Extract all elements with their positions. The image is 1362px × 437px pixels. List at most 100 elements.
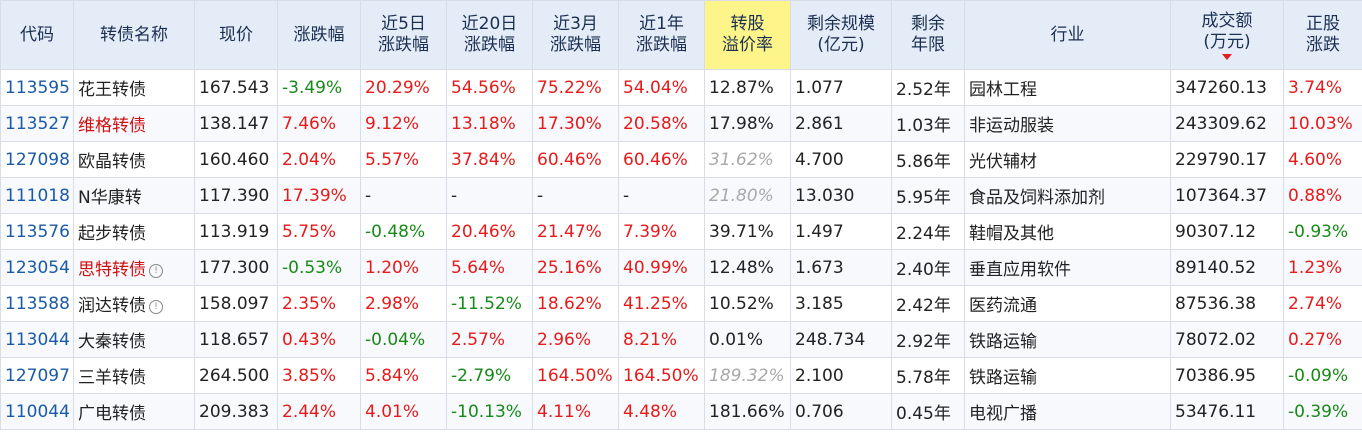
change-cell: -0.53%	[277, 249, 361, 286]
premium-text: 10.52%	[709, 293, 774, 314]
bond-name-cell[interactable]: 欧晶转债	[73, 141, 195, 178]
code-text[interactable]: 113588	[5, 293, 70, 314]
stock-change-text: 3.74%	[1288, 77, 1343, 98]
industry-text: 铁路运输	[969, 332, 1037, 352]
table-row[interactable]: 113527 维格转债 138.147 7.46% 9.12% 13.18% 17.30% 2…	[0, 105, 1362, 142]
change-3m-cell: 25.16%	[532, 249, 619, 286]
bond-name-text[interactable]: 起步转债	[78, 224, 146, 244]
code-cell[interactable]: 113595	[0, 69, 74, 106]
code-cell[interactable]: 110044	[0, 393, 74, 430]
bond-name-cell[interactable]: 思特转债!	[73, 249, 195, 286]
scale-text: 1.077	[795, 77, 844, 98]
code-text[interactable]: 113527	[5, 113, 70, 134]
bond-name-text[interactable]: N华康转	[78, 188, 142, 208]
industry-text: 非运动服装	[969, 116, 1054, 136]
years-cell: 0.45年	[891, 393, 965, 430]
table-row[interactable]: 123054 思特转债! 177.300 -0.53% 1.20% 5.64% 25.16%…	[0, 249, 1362, 286]
change-text: 5.75%	[282, 221, 337, 242]
table-row[interactable]: 110044 广电转债 209.383 2.44% 4.01% -10.13% 4.11% 4…	[0, 393, 1362, 430]
code-cell[interactable]: 113527	[0, 105, 74, 142]
change-5d-cell: -0.04%	[360, 321, 447, 358]
col-turnover-header[interactable]: 成交额 (万元)	[1170, 0, 1284, 70]
code-cell[interactable]: 127098	[0, 141, 74, 178]
table-row[interactable]: 127097 三羊转债 264.500 3.85% 5.84% -2.79% 164.50%…	[0, 357, 1362, 394]
price-text: 138.147	[199, 113, 270, 134]
bond-name-cell[interactable]: 花王转债	[73, 69, 195, 106]
code-text[interactable]: 123054	[5, 257, 70, 278]
col-change-3m-header[interactable]: 近3月 涨跌幅	[532, 0, 619, 70]
col-change-5d-header[interactable]: 近5日 涨跌幅	[360, 0, 447, 70]
change-20d-text: -11.52%	[451, 293, 522, 314]
change-text: 0.43%	[282, 329, 337, 350]
price-text: 118.657	[199, 329, 270, 350]
industry-cell: 鞋帽及其他	[964, 213, 1171, 250]
table-row[interactable]: 111018 N华康转 117.390 17.39% - - - -21.80% 13.030 5…	[0, 177, 1362, 214]
stock-change-text: 10.03%	[1288, 113, 1353, 134]
bond-name-text[interactable]: 维格转债	[78, 116, 146, 136]
code-text[interactable]: 111018	[5, 185, 70, 206]
bond-name-text[interactable]: 花王转债	[78, 80, 146, 100]
bond-name-cell[interactable]: 维格转债	[73, 105, 195, 142]
col-stock-change-header[interactable]: 正股 涨跌	[1283, 0, 1362, 70]
table-row[interactable]: 113588 润达转债! 158.097 2.35% 2.98% -11.52% 18.62…	[0, 285, 1362, 322]
code-cell[interactable]: 113576	[0, 213, 74, 250]
scale-cell: 1.497	[790, 213, 892, 250]
code-cell[interactable]: 113588	[0, 285, 74, 322]
col-industry-header[interactable]: 行业	[964, 0, 1171, 70]
info-icon[interactable]: !	[149, 264, 163, 278]
col-remaining-years-header[interactable]: 剩余 年限	[891, 0, 965, 70]
code-text[interactable]: 110044	[5, 401, 70, 422]
bond-name-text[interactable]: 广电转债	[78, 404, 146, 424]
code-cell[interactable]: 127097	[0, 357, 74, 394]
code-cell[interactable]: 111018	[0, 177, 74, 214]
table-row[interactable]: 127098 欧晶转债 160.460 2.04% 5.57% 37.84% 60.46% 6…	[0, 141, 1362, 178]
code-cell[interactable]: 113044	[0, 321, 74, 358]
col-price-header[interactable]: 现价	[194, 0, 278, 70]
industry-text: 医药流通	[969, 296, 1037, 316]
change-3m-cell: 60.46%	[532, 141, 619, 178]
bond-name-cell[interactable]: N华康转	[73, 177, 195, 214]
change-20d-text: 54.56%	[451, 77, 516, 98]
bond-name-text[interactable]: 三羊转债	[78, 368, 146, 388]
bond-name-cell[interactable]: 广电转债	[73, 393, 195, 430]
info-icon[interactable]: !	[149, 300, 163, 314]
change-20d-cell: 2.57%	[446, 321, 533, 358]
bond-name-cell[interactable]: 起步转债	[73, 213, 195, 250]
table-row[interactable]: 113044 大秦转债 118.657 0.43% -0.04% 2.57% 2.96% 8.…	[0, 321, 1362, 358]
col-remaining-scale-header[interactable]: 剩余规模 (亿元)	[790, 0, 892, 70]
years-cell: 2.24年	[891, 213, 965, 250]
col-change-1y-header[interactable]: 近1年 涨跌幅	[618, 0, 705, 70]
change-cell: 17.39%	[277, 177, 361, 214]
bond-name-text[interactable]: 思特转债	[78, 260, 146, 280]
premium-text: 31.62%	[709, 149, 774, 170]
code-text[interactable]: 113044	[5, 329, 70, 350]
col-change-20d-header[interactable]: 近20日 涨跌幅	[446, 0, 533, 70]
change-3m-text: 2.96%	[537, 329, 592, 350]
bond-name-cell[interactable]: 润达转债!	[73, 285, 195, 322]
bond-name-cell[interactable]: 大秦转债	[73, 321, 195, 358]
col-code-header[interactable]: 代码	[0, 0, 74, 70]
bond-name-text[interactable]: 润达转债	[78, 296, 146, 316]
code-cell[interactable]: 123054	[0, 249, 74, 286]
col-bond-name-header[interactable]: 转债名称	[73, 0, 195, 70]
code-text[interactable]: 113576	[5, 221, 70, 242]
bond-name-text[interactable]: 大秦转债	[78, 332, 146, 352]
table-row[interactable]: 113576 起步转债 113.919 5.75% -0.48% 20.46% 21.47%…	[0, 213, 1362, 250]
scale-cell: 3.185	[790, 285, 892, 322]
price-cell: 138.147	[194, 105, 278, 142]
change-5d-cell: 20.29%	[360, 69, 447, 106]
change-3m-text: 18.62%	[537, 293, 602, 314]
change-text: 17.39%	[282, 185, 347, 206]
code-text[interactable]: 127098	[5, 149, 70, 170]
sort-desc-icon[interactable]	[1222, 53, 1232, 60]
col-conversion-premium-header[interactable]: 转股 溢价率	[704, 0, 791, 70]
industry-text: 垂直应用软件	[969, 260, 1071, 280]
code-text[interactable]: 127097	[5, 365, 70, 386]
bond-name-cell[interactable]: 三羊转债	[73, 357, 195, 394]
change-20d-text: -	[451, 185, 458, 206]
col-change-header[interactable]: 涨跌幅	[277, 0, 361, 70]
code-text[interactable]: 113595	[5, 77, 70, 98]
bond-name-text[interactable]: 欧晶转债	[78, 152, 146, 172]
turnover-cell: 90307.12	[1170, 213, 1284, 250]
table-row[interactable]: 113595 花王转债 167.543 -3.49% 20.29% 54.56% 75.22…	[0, 69, 1362, 106]
